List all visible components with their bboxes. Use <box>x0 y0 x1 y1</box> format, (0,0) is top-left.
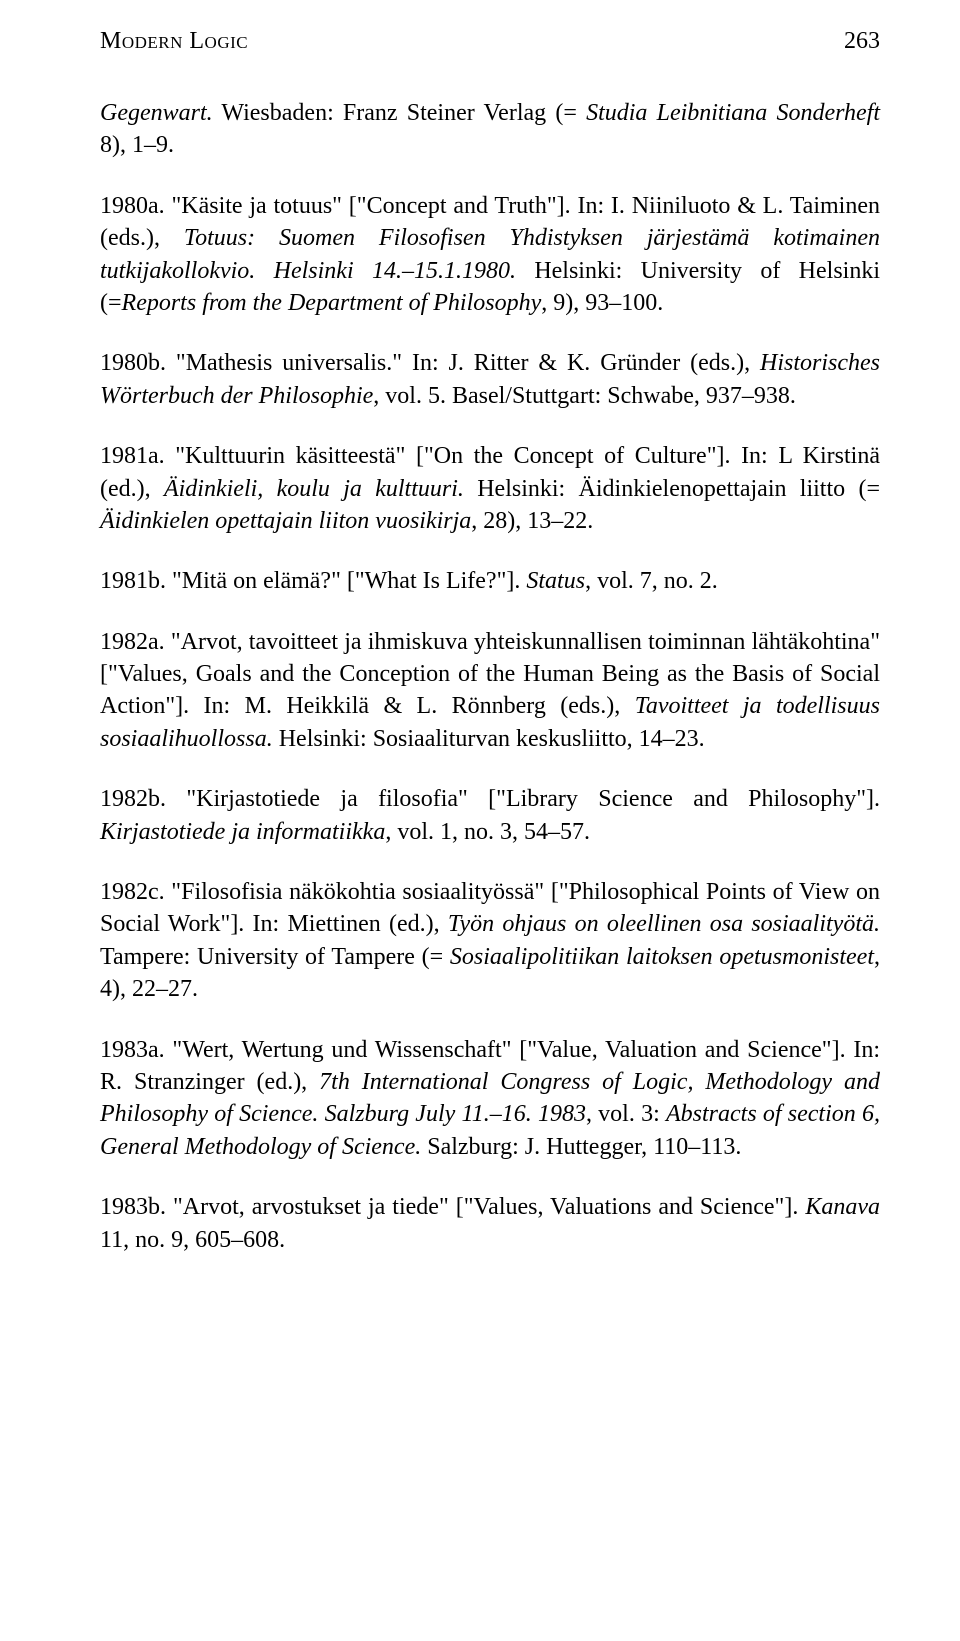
text: , vol. 7, no. 2. <box>585 568 718 594</box>
text: , vol. 5. Basel/Stuttgart: Schwabe, 937–… <box>373 383 796 409</box>
running-head-left: Modern Logic <box>100 28 248 55</box>
bibliography-entry: 1983b. "Arvot, arvostukset ja tiede" ["V… <box>100 1191 880 1256</box>
bibliography-entry: Gegenwart. Wiesbaden: Franz Steiner Verl… <box>100 97 880 162</box>
text: 11, no. 9, 605–608. <box>100 1227 285 1253</box>
text: Wiesbaden: Franz Steiner Verlag (= <box>213 100 586 126</box>
text: Salzburg: J. Huttegger, 110–113. <box>421 1134 741 1160</box>
bibliography-entry: 1981a. "Kulttuurin käsitteestä" ["On the… <box>100 440 880 537</box>
text: Tampere: University of Tampere (= <box>100 944 450 970</box>
text: 1982b. "Kirjastotiede ja filosofia" ["Li… <box>100 786 880 812</box>
bibliography-entry: 1980b. "Mathesis universalis." In: J. Ri… <box>100 347 880 412</box>
text: , 9), 93–100. <box>541 290 663 316</box>
text: , 28), 13–22. <box>471 508 593 534</box>
italic-text: Äidinkielen opettajain liiton vuosikirja <box>100 508 471 534</box>
italic-text: Kirjastotiede ja informatiikka <box>100 819 385 845</box>
text: , vol. 3: <box>586 1101 666 1127</box>
italic-text: Kanava <box>805 1194 880 1220</box>
italic-text: Studia Leibnitiana Sonderheft <box>586 100 880 126</box>
bibliography-entry: 1983a. "Wert, Wertung und Wissenschaft" … <box>100 1034 880 1164</box>
text: , vol. 1, no. 3, 54–57. <box>385 819 590 845</box>
bibliography-entry: 1981b. "Mitä on elämä?" ["What Is Life?"… <box>100 565 880 597</box>
page-number: 263 <box>844 28 880 55</box>
italic-text: Äidinkieli, koulu ja kulttuuri. <box>164 476 464 502</box>
text: 1981b. "Mitä on elämä?" ["What Is Life?"… <box>100 568 526 594</box>
bibliography-entry: 1982c. "Filosofisia näkökohtia sosiaalit… <box>100 876 880 1006</box>
italic-text: Sosiaalipolitiikan laitoksen opetusmonis… <box>450 944 874 970</box>
bibliography-entry: 1982b. "Kirjastotiede ja filosofia" ["Li… <box>100 783 880 848</box>
text: Helsinki: Äidinkielenopettajain liitto (… <box>464 476 880 502</box>
text: 8), 1–9. <box>100 132 174 158</box>
text: Helsinki: Sosiaaliturvan keskusliitto, 1… <box>273 726 705 752</box>
text: 1980b. "Mathesis universalis." In: J. Ri… <box>100 350 760 376</box>
running-head: Modern Logic 263 <box>100 28 880 55</box>
italic-text: Gegenwart. <box>100 100 213 126</box>
italic-text: Status <box>526 568 585 594</box>
italic-text: Reports from the Department of Philosoph… <box>122 290 542 316</box>
text: 1983b. "Arvot, arvostukset ja tiede" ["V… <box>100 1194 805 1220</box>
page: Modern Logic 263 Gegenwart. Wiesbaden: F… <box>0 0 960 1324</box>
bibliography-entry: 1982a. "Arvot, tavoitteet ja ihmiskuva y… <box>100 626 880 756</box>
italic-text: Työn ohjaus on oleellinen osa sosiaality… <box>448 911 880 937</box>
bibliography-entries: Gegenwart. Wiesbaden: Franz Steiner Verl… <box>100 97 880 1256</box>
bibliography-entry: 1980a. "Käsite ja totuus" ["Concept and … <box>100 190 880 320</box>
